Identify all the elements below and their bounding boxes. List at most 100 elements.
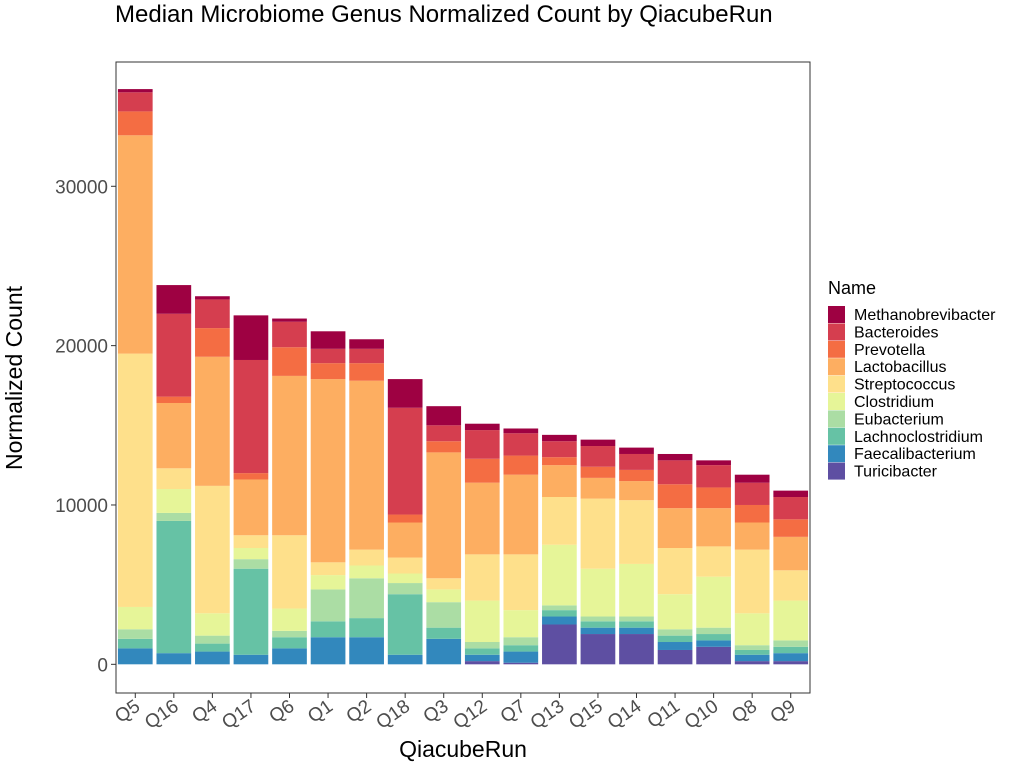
bar-q16-prevotella — [156, 396, 192, 403]
bar-q17-prevotella — [233, 473, 269, 480]
legend-swatch-streptococcus — [828, 375, 845, 393]
bar-q8-prevotella — [734, 504, 770, 523]
y-tick-label: 10000 — [55, 496, 108, 517]
legend-swatch-lachnoclostridium — [828, 427, 845, 445]
bar-q1-bacteroides — [310, 348, 346, 364]
bar-q18-clostridium — [387, 573, 423, 584]
bar-q6-prevotella — [272, 347, 307, 376]
bar-q8-lachnoclostridium — [734, 649, 770, 655]
bar-q5-methanobrevibacter — [117, 89, 153, 93]
legend-label-lactobacillus: Lactobacillus — [854, 359, 947, 376]
bar-q8-lactobacillus — [734, 522, 770, 550]
bar-q5-lachnoclostridium — [117, 638, 153, 649]
bar-q5-prevotella — [117, 111, 153, 136]
bar-q8-streptococcus — [734, 549, 770, 614]
bar-q16-bacteroides — [156, 313, 192, 397]
bar-q14-clostridium — [619, 563, 654, 617]
bar-q16-streptococcus — [156, 468, 192, 490]
legend-label-streptococcus: Streptococcus — [854, 377, 955, 394]
bar-q15-streptococcus — [580, 498, 616, 569]
legend-label-lachnoclostridium: Lachnoclostridium — [854, 429, 983, 446]
bar-q1-clostridium — [310, 575, 346, 590]
x-tick-label-q5: Q5 — [111, 696, 144, 728]
bar-q9-turicibacter — [773, 661, 809, 665]
bar-q8-bacteroides — [734, 482, 770, 505]
bar-q12-turicibacter — [464, 661, 500, 665]
bar-q17-faecalibacterium — [233, 654, 269, 665]
bar-q7-clostridium — [503, 610, 539, 638]
bar-q2-bacteroides — [349, 348, 384, 364]
bar-q15-clostridium — [580, 568, 616, 617]
legend-swatch-lactobacillus — [828, 358, 845, 376]
bar-q1-streptococcus — [310, 562, 346, 576]
bar-q12-faecalibacterium — [464, 654, 500, 662]
bar-q14-prevotella — [619, 469, 654, 482]
bar-q13-lachnoclostridium — [542, 610, 577, 617]
bar-q10-prevotella — [696, 487, 731, 509]
legend-swatch-prevotella — [828, 340, 845, 358]
bar-q1-eubacterium — [310, 589, 346, 622]
bar-q15-lachnoclostridium — [580, 621, 616, 628]
bar-q16-clostridium — [156, 489, 192, 513]
bar-q17-clostridium — [233, 548, 269, 560]
bar-q13-faecalibacterium — [542, 616, 577, 625]
bar-q18-bacteroides — [387, 407, 423, 515]
bar-q17-lactobacillus — [233, 479, 269, 536]
bar-q10-lachnoclostridium — [696, 634, 731, 641]
chart-title: Median Microbiome Genus Normalized Count… — [115, 1, 773, 28]
legend-swatch-bacteroides — [828, 323, 845, 341]
bar-q7-streptococcus — [503, 554, 539, 611]
bar-q16-methanobrevibacter — [156, 285, 192, 314]
bars-group — [117, 89, 809, 665]
bar-q4-prevotella — [195, 328, 230, 357]
x-tick-label-q3: Q3 — [420, 696, 453, 728]
bar-q11-methanobrevibacter — [657, 453, 693, 461]
bar-q15-eubacterium — [580, 616, 616, 622]
bar-q4-methanobrevibacter — [195, 296, 230, 300]
x-tick-label-q8: Q8 — [728, 696, 761, 728]
bar-q17-eubacterium — [233, 559, 269, 569]
x-tick-label-q10: Q10 — [681, 696, 722, 734]
bar-q4-streptococcus — [195, 485, 230, 614]
bar-q17-lachnoclostridium — [233, 568, 269, 655]
bar-q5-lactobacillus — [117, 135, 153, 354]
bar-q2-lachnoclostridium — [349, 618, 384, 638]
bar-q14-methanobrevibacter — [619, 447, 654, 454]
bar-q6-lachnoclostridium — [272, 637, 307, 649]
x-tick-label-q2: Q2 — [343, 696, 376, 728]
bar-q4-lactobacillus — [195, 356, 230, 486]
bar-q10-methanobrevibacter — [696, 460, 731, 466]
bar-q6-lactobacillus — [272, 375, 307, 536]
legend-title: Name — [828, 278, 876, 298]
legend-swatch-methanobrevibacter — [828, 306, 845, 323]
legend-swatch-turicibacter — [828, 462, 845, 480]
bar-q13-bacteroides — [542, 441, 577, 458]
x-axis-title: QiacubeRun — [399, 736, 527, 762]
bar-q2-lactobacillus — [349, 380, 384, 550]
bar-q15-prevotella — [580, 466, 616, 478]
bar-q13-streptococcus — [542, 497, 577, 545]
bar-q17-streptococcus — [233, 535, 269, 548]
bar-q18-methanobrevibacter — [387, 379, 423, 408]
bar-q18-eubacterium — [387, 583, 423, 595]
bar-q9-lachnoclostridium — [773, 646, 809, 654]
bar-q8-clostridium — [734, 613, 770, 646]
legend-label-prevotella: Prevotella — [854, 342, 925, 359]
bar-q15-lactobacillus — [580, 477, 616, 499]
bar-q5-bacteroides — [117, 92, 153, 112]
bar-q1-faecalibacterium — [310, 637, 346, 665]
legend-swatch-faecalibacterium — [828, 445, 845, 463]
bar-q9-eubacterium — [773, 640, 809, 647]
bar-q11-clostridium — [657, 594, 693, 630]
legend-label-turicibacter: Turicibacter — [854, 464, 938, 481]
bar-q7-lactobacillus — [503, 474, 539, 555]
bar-q9-faecalibacterium — [773, 653, 809, 662]
bar-q11-prevotella — [657, 484, 693, 509]
bar-q4-bacteroides — [195, 299, 230, 329]
bar-q11-lachnoclostridium — [657, 635, 693, 643]
bar-q10-turicibacter — [696, 646, 731, 665]
bar-q1-methanobrevibacter — [310, 331, 346, 349]
bar-q2-methanobrevibacter — [349, 339, 384, 349]
y-tick-label: 0 — [97, 655, 108, 676]
legend-label-clostridium: Clostridium — [854, 394, 934, 411]
